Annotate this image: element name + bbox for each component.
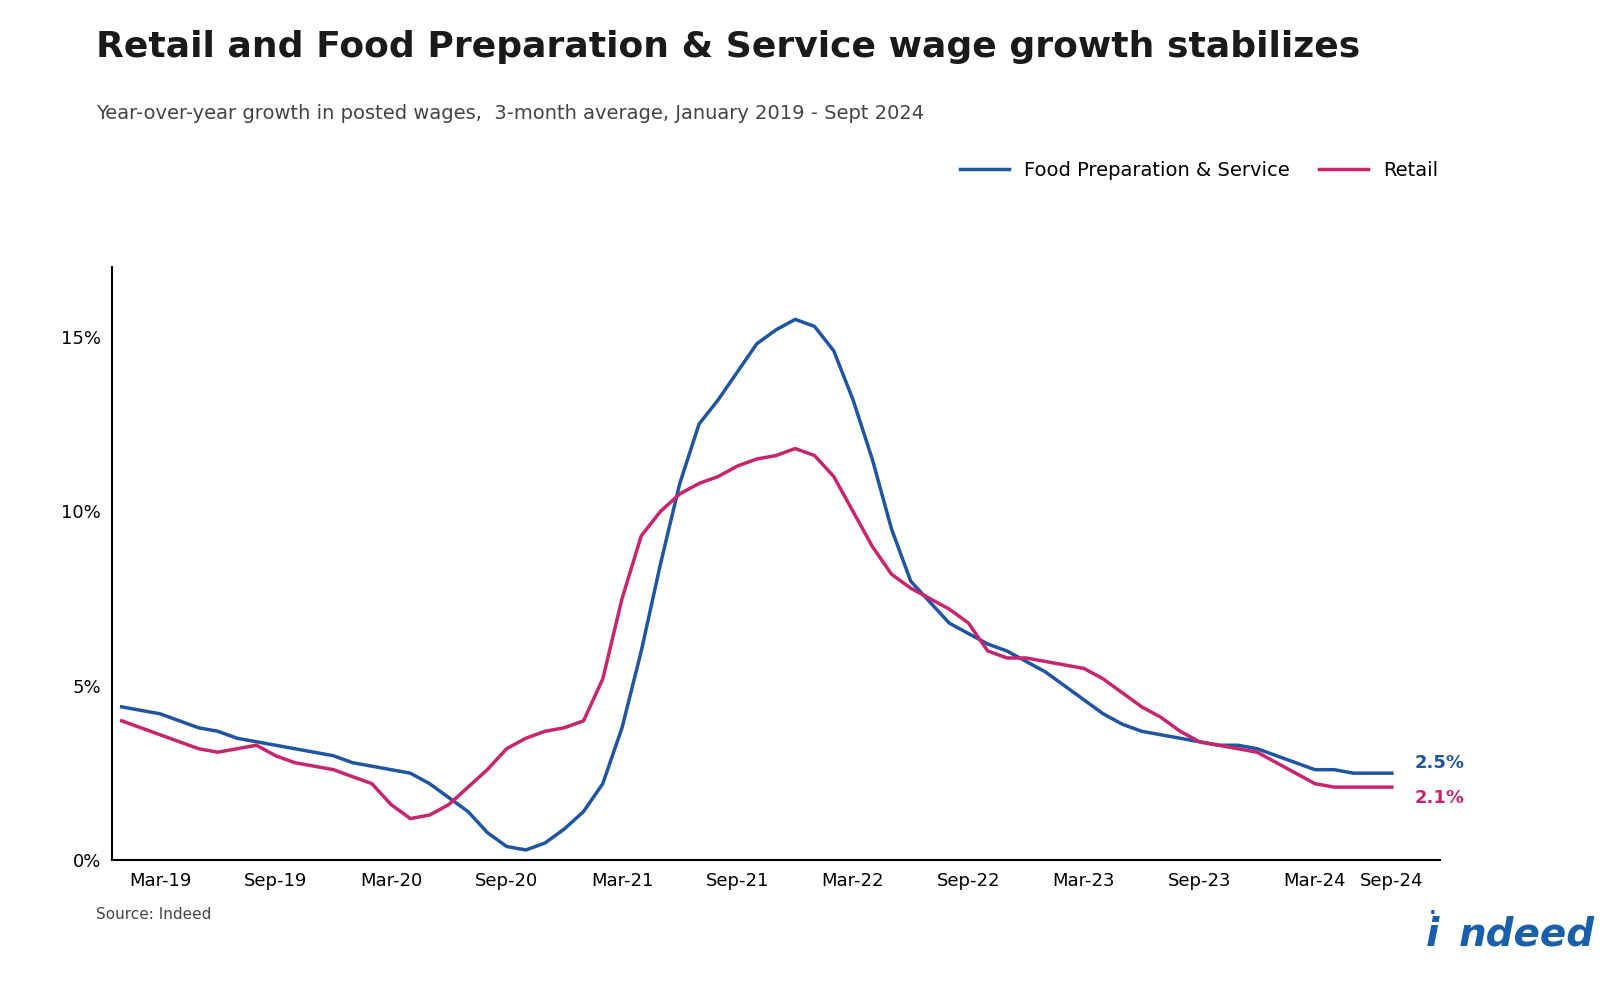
Text: Retail and Food Preparation & Service wage growth stabilizes: Retail and Food Preparation & Service wa… <box>96 30 1360 63</box>
Legend: Food Preparation & Service, Retail: Food Preparation & Service, Retail <box>952 153 1446 188</box>
Text: 2.1%: 2.1% <box>1414 788 1466 807</box>
Text: ndeed: ndeed <box>1459 916 1595 953</box>
Text: 2.5%: 2.5% <box>1414 754 1466 771</box>
Text: Source: Indeed: Source: Indeed <box>96 907 211 923</box>
Text: Year-over-year growth in posted wages,  3-month average, January 2019 - Sept 202: Year-over-year growth in posted wages, 3… <box>96 104 925 123</box>
Text: ·: · <box>1427 900 1438 930</box>
Text: i: i <box>1426 916 1438 953</box>
